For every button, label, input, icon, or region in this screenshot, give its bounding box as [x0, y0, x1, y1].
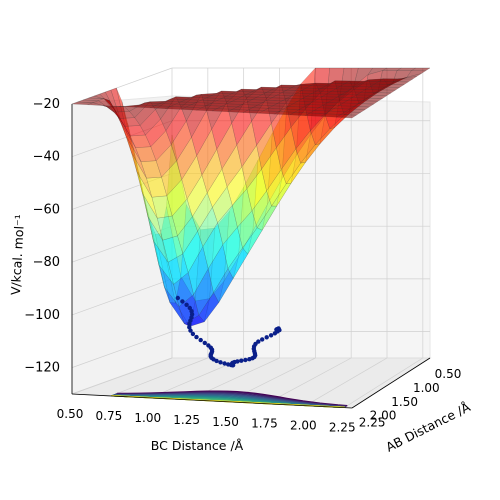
y-tick-label: 1.50 [391, 395, 418, 409]
trajectory-point [175, 295, 180, 301]
trajectory-point [218, 360, 223, 365]
x-tick-label: 1.75 [251, 417, 278, 431]
trajectory-points [175, 295, 282, 368]
trajectory-point [187, 325, 192, 330]
z-axis-label: V/kcal. mol⁻¹ [8, 214, 27, 296]
trajectory-point [277, 327, 282, 333]
z-grid-left [71, 278, 173, 316]
trajectory-point [256, 339, 261, 344]
trajectory-point [190, 331, 196, 337]
z-tick-label: −120 [24, 361, 60, 376]
x-axis-label: BC Distance /Å [151, 438, 244, 453]
y-tick-label: 2.00 [370, 409, 397, 423]
z-tick-label: −100 [24, 308, 60, 323]
x-tick-label: 1.50 [212, 415, 239, 429]
trajectory-point [222, 361, 227, 366]
x-tick-label: 0.50 [57, 407, 84, 421]
trajectory-point [264, 335, 269, 340]
x-grid-floor [305, 357, 388, 406]
trajectory-point [188, 328, 193, 333]
z-tick-label: −80 [33, 255, 60, 270]
trajectory-point [243, 357, 248, 363]
trajectory-point [187, 321, 192, 327]
x-grid-floor [344, 357, 424, 408]
trajectory-point [187, 305, 192, 311]
trajectory-point [260, 337, 265, 342]
trajectory-point [202, 340, 207, 346]
trajectory-point [239, 358, 244, 363]
trajectory-point [180, 299, 185, 304]
x-tick-label: 2.25 [329, 421, 356, 435]
y-axis-line [351, 357, 431, 409]
z-tick-label: −40 [33, 150, 60, 165]
z-grid-left [71, 331, 173, 368]
energy-surface [71, 67, 431, 327]
y-tick-label: 1.00 [413, 381, 440, 395]
x-grid-floor [71, 357, 173, 395]
trajectory-point [198, 337, 203, 343]
x-grid-floor [110, 357, 208, 397]
trajectory-point [268, 333, 274, 338]
y-tick-label: 2.25 [359, 416, 386, 430]
z-tick-label: −60 [33, 202, 60, 217]
tick-labels: −120 −100 −80 −60 −40 −20 0.50 0.75 1.00 1.25 1.50… [24, 97, 461, 435]
x-grid-floor [266, 357, 352, 405]
surface-patch [335, 114, 357, 119]
trajectory-point [214, 358, 219, 364]
trajectory-point [194, 334, 199, 340]
x-tick-label: 1.25 [173, 413, 200, 427]
x-tick-label: 2.00 [290, 419, 317, 433]
x-tick-label: 0.75 [96, 409, 123, 423]
trajectory-point [184, 302, 189, 307]
z-tick-label: −20 [33, 97, 60, 112]
trajectory-point [188, 318, 193, 323]
x-tick-label: 1.00 [134, 411, 161, 425]
x-axis-line [71, 393, 353, 409]
z-grid-left [71, 67, 173, 105]
trajectory-point [235, 359, 240, 364]
y-tick-label: 0.50 [435, 367, 462, 381]
